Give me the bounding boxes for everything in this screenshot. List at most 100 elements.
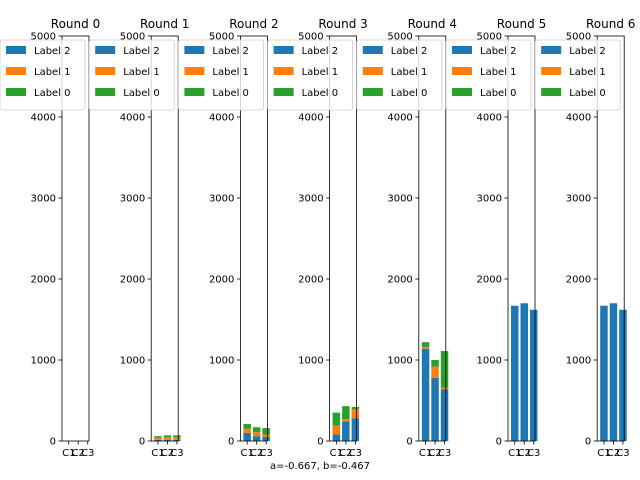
legend-label: Label 1 [212,67,249,78]
axes-frame [61,35,90,442]
bar-label-2-c3 [173,439,181,441]
legend-swatch-label-0 [452,88,472,96]
bar-label-2-c3 [262,436,270,441]
bar-label-0-c3 [262,428,270,435]
bar-label-2-c2 [609,303,618,441]
legend-label: Label 1 [391,67,428,78]
y-tick-label: 0 [496,437,502,448]
bar-label-2-c1 [154,439,162,441]
bar-label-2-c2 [520,303,528,441]
y-tick-label: 4000 [566,113,591,124]
legend-swatch-label-0 [273,88,294,96]
y-tick-label: 2000 [566,275,591,286]
bar-label-0-c3 [173,435,181,438]
axes-frame [329,35,358,442]
legend-swatch-label-2 [273,46,294,54]
x-tick-label: C3 [170,448,183,459]
x-tick-label: C1 [508,448,521,459]
x-tick-label: C1 [151,448,164,459]
y-tick-label: 0 [228,437,234,448]
legend-swatch-label-2 [6,46,26,54]
y-tick-label: 4000 [477,113,502,124]
y-tick-label: 2000 [387,275,412,286]
bar-label-1-c3 [351,409,360,419]
legend-swatch-label-0 [541,88,562,96]
y-tick-label: 2000 [209,275,234,286]
bar-label-1-c2 [163,437,172,440]
bar-label-1-c3 [440,387,449,390]
subplot-title: Round 3 [318,17,367,31]
bar-label-2-c2 [342,421,350,441]
legend-label: Label 1 [480,67,517,78]
bar-label-0-c3 [351,406,360,410]
x-tick-label: C3 [81,448,94,459]
legend-label: Label 0 [302,88,339,99]
legend-label: Label 0 [480,88,517,99]
legend-label: Label 0 [569,88,606,99]
legend-label: Label 2 [391,46,428,57]
y-tick-label: 4000 [209,113,234,124]
legend-swatch-label-1 [541,67,562,75]
bar-label-2-c3 [351,418,360,441]
bar-label-1-c3 [262,434,270,437]
legend-swatch-label-0 [95,88,116,96]
legend-label: Label 2 [302,46,339,57]
bar-label-2-c2 [163,439,172,441]
subplot-title: Round 1 [140,17,189,31]
y-tick-label: 1000 [566,356,591,367]
y-tick-label: 2000 [120,275,145,286]
y-tick-label: 2000 [477,275,502,286]
bar-label-0-c1 [243,423,251,429]
legend-swatch-label-0 [184,88,205,96]
x-tick-label: C3 [616,448,629,459]
y-tick-label: 0 [139,437,145,448]
legend-label: Label 0 [212,88,249,99]
legend-label: Label 1 [123,67,160,78]
legend-label: Label 2 [123,46,160,57]
y-tick-label: 3000 [209,194,234,205]
x-tick-label: C2 [428,448,441,459]
subplot-title: Round 2 [229,17,278,31]
y-tick-label: 0 [317,437,323,448]
legend-label: Label 2 [480,46,517,57]
bar-label-1-c3 [173,437,181,440]
legend: Label 2 Label 1 Label 0 [177,39,264,111]
y-tick-label: 2000 [31,275,56,286]
bar-label-2-c1 [243,432,251,441]
y-tick-label: 3000 [31,194,56,205]
bar-label-2-c3 [619,309,627,441]
x-tick-label: C2 [250,448,263,459]
axes-frame [150,35,179,442]
legend-swatch-label-0 [362,88,383,96]
bar-label-1-c2 [252,432,261,437]
y-tick-label: 3000 [298,194,323,205]
y-tick-label: 5000 [31,32,56,43]
bar-label-1-c1 [154,437,162,440]
bar-label-0-c1 [332,412,341,426]
legend-swatch-label-1 [95,67,116,75]
x-tick-label: C2 [72,448,85,459]
y-tick-label: 1000 [120,356,145,367]
axes-frame [418,35,447,442]
legend-label: Label 0 [34,88,71,99]
legend-swatch-label-0 [6,88,26,96]
legend-label: Label 1 [569,67,606,78]
subplot-title: Round 0 [51,17,100,31]
axes-frame [239,35,268,442]
x-tick-label: C2 [518,448,531,459]
x-tick-label: C3 [349,448,362,459]
y-tick-label: 3000 [387,194,412,205]
legend-label: Label 0 [123,88,160,99]
legend-label: Label 2 [212,46,249,57]
y-tick-label: 5000 [566,32,591,43]
bar-label-0-c1 [421,342,430,348]
legend-swatch-label-2 [362,46,383,54]
y-tick-label: 5000 [298,32,323,43]
x-tick-label: C2 [339,448,352,459]
bar-label-0-c3 [440,351,449,388]
